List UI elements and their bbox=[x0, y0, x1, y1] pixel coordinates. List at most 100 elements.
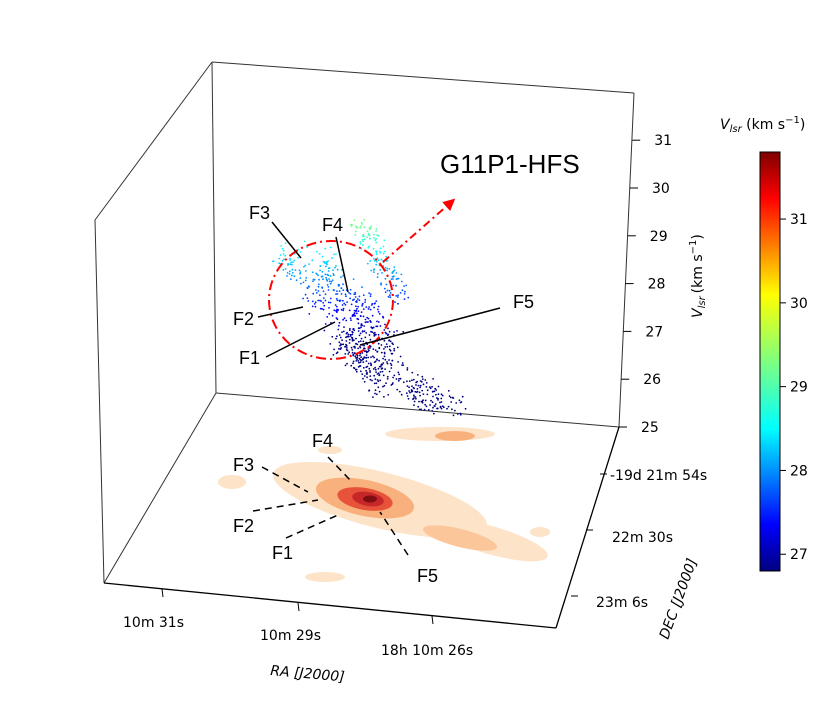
scatter-point-512 bbox=[460, 401, 463, 403]
scatter-point-561 bbox=[378, 374, 381, 377]
scatter-point-93 bbox=[368, 334, 371, 336]
scatter-point-449 bbox=[383, 355, 386, 358]
scatter-point-273 bbox=[368, 292, 370, 294]
scatter-point-352 bbox=[340, 287, 343, 290]
scatter-point-749 bbox=[384, 250, 386, 253]
scatter-point-433 bbox=[344, 364, 347, 367]
scatter-point-659 bbox=[342, 343, 345, 346]
scatter-point-27 bbox=[346, 347, 348, 349]
scatter-point-299 bbox=[355, 310, 357, 313]
colorbar-label-unit: (km s bbox=[742, 117, 785, 133]
scatter-point-649 bbox=[382, 374, 385, 377]
leader-f5-plane bbox=[379, 511, 409, 556]
scatter-point-14 bbox=[290, 261, 292, 264]
scatter-point-129 bbox=[322, 301, 325, 304]
scatter-point-179 bbox=[379, 325, 382, 327]
scatter-point-803 bbox=[407, 296, 410, 299]
scatter-point-875 bbox=[356, 354, 359, 357]
scatter-point-293 bbox=[355, 300, 358, 302]
z-tick-label-5: 29 bbox=[650, 229, 668, 245]
scatter-point-676 bbox=[423, 408, 426, 411]
scatter-point-804 bbox=[396, 296, 399, 298]
z-tick-label-6: 30 bbox=[652, 181, 670, 197]
scatter-point-622 bbox=[464, 407, 467, 410]
scatter-point-23 bbox=[340, 308, 343, 311]
scatter-point-617 bbox=[411, 385, 413, 388]
scatter-point-482 bbox=[345, 344, 348, 347]
label-f2-3d: F2 bbox=[233, 309, 254, 329]
scatter-point-693 bbox=[362, 233, 365, 236]
x-tick-label-2: 10m 29s bbox=[260, 628, 321, 644]
scatter-point-800 bbox=[382, 252, 385, 255]
scatter-point-383 bbox=[336, 335, 338, 338]
scatter-point-711 bbox=[354, 230, 357, 233]
scatter-point-36 bbox=[357, 330, 360, 332]
x-tick-mark-2 bbox=[297, 602, 300, 612]
scatter-point-599 bbox=[416, 388, 419, 390]
scatter-point-374 bbox=[363, 344, 365, 347]
scatter-point-759 bbox=[386, 269, 388, 272]
scatter-point-827 bbox=[366, 373, 368, 375]
scatter-point-360 bbox=[326, 263, 328, 266]
scatter-point-375 bbox=[349, 317, 352, 319]
scatter-point-869 bbox=[372, 396, 374, 398]
scatter-point-115 bbox=[331, 314, 334, 317]
scatter-point-706 bbox=[380, 282, 382, 285]
scatter-point-284 bbox=[303, 240, 306, 243]
scatter-point-550 bbox=[429, 404, 431, 406]
scatter-point-592 bbox=[367, 348, 370, 350]
scatter-point-863 bbox=[368, 367, 371, 370]
y-axis-label: DEC [J2000] bbox=[657, 556, 701, 641]
scatter-point-146 bbox=[346, 301, 348, 303]
scatter-point-879 bbox=[375, 371, 377, 373]
scatter-point-354 bbox=[361, 330, 364, 332]
scatter-point-715 bbox=[400, 273, 403, 276]
scatter-point-142 bbox=[319, 265, 322, 268]
scatter-point-165 bbox=[326, 279, 329, 282]
scatter-point-251 bbox=[327, 260, 329, 262]
scatter-point-743 bbox=[403, 298, 406, 300]
scatter-point-297 bbox=[322, 308, 325, 311]
scatter-point-559 bbox=[386, 377, 389, 380]
scatter-point-92 bbox=[333, 309, 336, 312]
scatter-point-661 bbox=[363, 356, 366, 358]
scatter-point-70 bbox=[280, 245, 282, 247]
scatter-point-583 bbox=[382, 362, 385, 364]
y-tick-label-2: 22m 30s bbox=[612, 530, 673, 546]
scatter-point-203 bbox=[372, 326, 375, 329]
scatter-point-356 bbox=[335, 297, 338, 300]
scatter-point-117 bbox=[368, 306, 370, 308]
scatter-point-740 bbox=[397, 294, 399, 297]
scatter-point-236 bbox=[292, 261, 294, 264]
scatter-point-369 bbox=[369, 295, 372, 298]
scatter-point-202 bbox=[342, 299, 344, 302]
scatter-point-872 bbox=[354, 368, 357, 371]
scatter-point-0 bbox=[324, 247, 327, 250]
scatter-point-189 bbox=[365, 306, 368, 308]
scatter-point-316 bbox=[319, 307, 322, 310]
scatter-point-289 bbox=[377, 342, 380, 345]
scatter-point-416 bbox=[312, 292, 315, 295]
colorbar-ticks: 27 28 29 30 31 bbox=[780, 212, 808, 563]
scatter-point-373 bbox=[360, 337, 363, 340]
x-axis: 10m 31s 10m 29s 18h 10m 26s RA [J2000] bbox=[123, 588, 473, 685]
scatter-point-250 bbox=[304, 270, 307, 272]
scatter-point-330 bbox=[393, 347, 396, 350]
scatter-point-733 bbox=[375, 253, 378, 256]
leader-f3-plane bbox=[261, 466, 309, 493]
label-f2-plane: F2 bbox=[233, 516, 254, 536]
scatter-point-796 bbox=[392, 284, 395, 287]
scatter-point-862 bbox=[377, 386, 380, 389]
scatter-point-26 bbox=[319, 294, 321, 297]
scatter-point-698 bbox=[401, 289, 404, 292]
scatter-point-564 bbox=[332, 354, 335, 356]
scatter-point-510 bbox=[395, 378, 398, 380]
scatter-point-846 bbox=[350, 346, 353, 349]
scatter-point-222 bbox=[350, 319, 352, 321]
scatter-point-34 bbox=[284, 242, 287, 245]
scatter-point-867 bbox=[355, 370, 358, 373]
scatter-point-326 bbox=[308, 263, 310, 265]
scatter-point-409 bbox=[354, 296, 357, 298]
scatter-point-38 bbox=[352, 278, 355, 280]
scatter-point-172 bbox=[284, 268, 287, 270]
